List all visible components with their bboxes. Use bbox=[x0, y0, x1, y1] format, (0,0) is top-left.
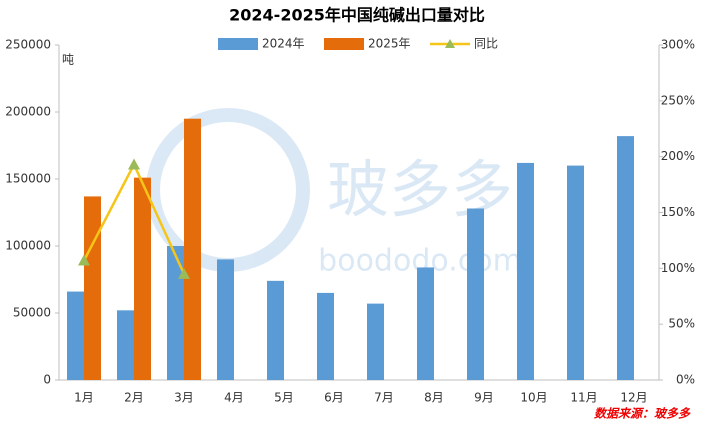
line-marker bbox=[128, 158, 140, 170]
bar bbox=[367, 303, 384, 380]
y-tick-label: 150000 bbox=[5, 172, 51, 186]
y-tick-label: 50000 bbox=[13, 306, 51, 320]
x-tick-label: 11月 bbox=[570, 391, 597, 405]
x-tick-label: 10月 bbox=[520, 391, 547, 405]
legend-swatch bbox=[218, 38, 258, 50]
y-tick-label: 0 bbox=[43, 373, 51, 387]
legend-label: 2025年 bbox=[368, 37, 411, 51]
y-tick-label: 200000 bbox=[5, 105, 51, 119]
bar bbox=[267, 280, 284, 380]
x-tick-label: 4月 bbox=[224, 391, 244, 405]
y2-tick-label: 300% bbox=[661, 38, 695, 52]
x-tick-label: 1月 bbox=[74, 391, 94, 405]
line-marker bbox=[78, 254, 90, 266]
bar bbox=[184, 118, 201, 380]
y2-tick-label: 200% bbox=[661, 149, 695, 163]
bar bbox=[467, 208, 484, 380]
x-tick-label: 8月 bbox=[424, 391, 444, 405]
legend-marker bbox=[445, 39, 455, 48]
bar bbox=[67, 291, 84, 380]
bar bbox=[417, 267, 434, 380]
y-tick-label: 100000 bbox=[5, 239, 51, 253]
legend-label: 同比 bbox=[474, 37, 498, 51]
y2-tick-label: 150% bbox=[661, 205, 695, 219]
x-tick-label: 5月 bbox=[274, 391, 294, 405]
x-tick-label: 7月 bbox=[374, 391, 394, 405]
y-tick-label: 250000 bbox=[5, 38, 51, 52]
legend-label: 2024年 bbox=[262, 37, 305, 51]
bar bbox=[317, 292, 334, 380]
watermark: 玻多多 boododo.com bbox=[146, 108, 522, 279]
bar bbox=[134, 177, 151, 380]
bar bbox=[517, 162, 534, 380]
x-tick-label: 3月 bbox=[174, 391, 194, 405]
y2-tick-label: 250% bbox=[661, 93, 695, 107]
x-tick-label: 12月 bbox=[620, 391, 647, 405]
chart-title: 2024-2025年中国纯碱出口量对比 bbox=[229, 6, 485, 25]
y2-tick-label: 50% bbox=[668, 317, 695, 331]
x-tick-label: 9月 bbox=[474, 391, 494, 405]
watermark-logo bbox=[146, 108, 310, 272]
legend-swatch bbox=[324, 38, 364, 50]
x-tick-label: 2月 bbox=[124, 391, 144, 405]
source: 数据来源：玻多多 bbox=[594, 407, 691, 421]
bar bbox=[567, 165, 584, 380]
line-marker bbox=[178, 267, 190, 279]
bar bbox=[617, 136, 634, 380]
y2-tick-label: 100% bbox=[661, 261, 695, 275]
y2-tick-label: 0% bbox=[676, 373, 695, 387]
bar bbox=[217, 259, 234, 380]
bar bbox=[117, 310, 134, 380]
y-unit: 吨 bbox=[62, 53, 74, 67]
bar bbox=[84, 196, 101, 380]
watermark-text: 玻多多 bbox=[327, 153, 513, 226]
x-tick-label: 6月 bbox=[324, 391, 344, 405]
bar bbox=[167, 246, 184, 380]
